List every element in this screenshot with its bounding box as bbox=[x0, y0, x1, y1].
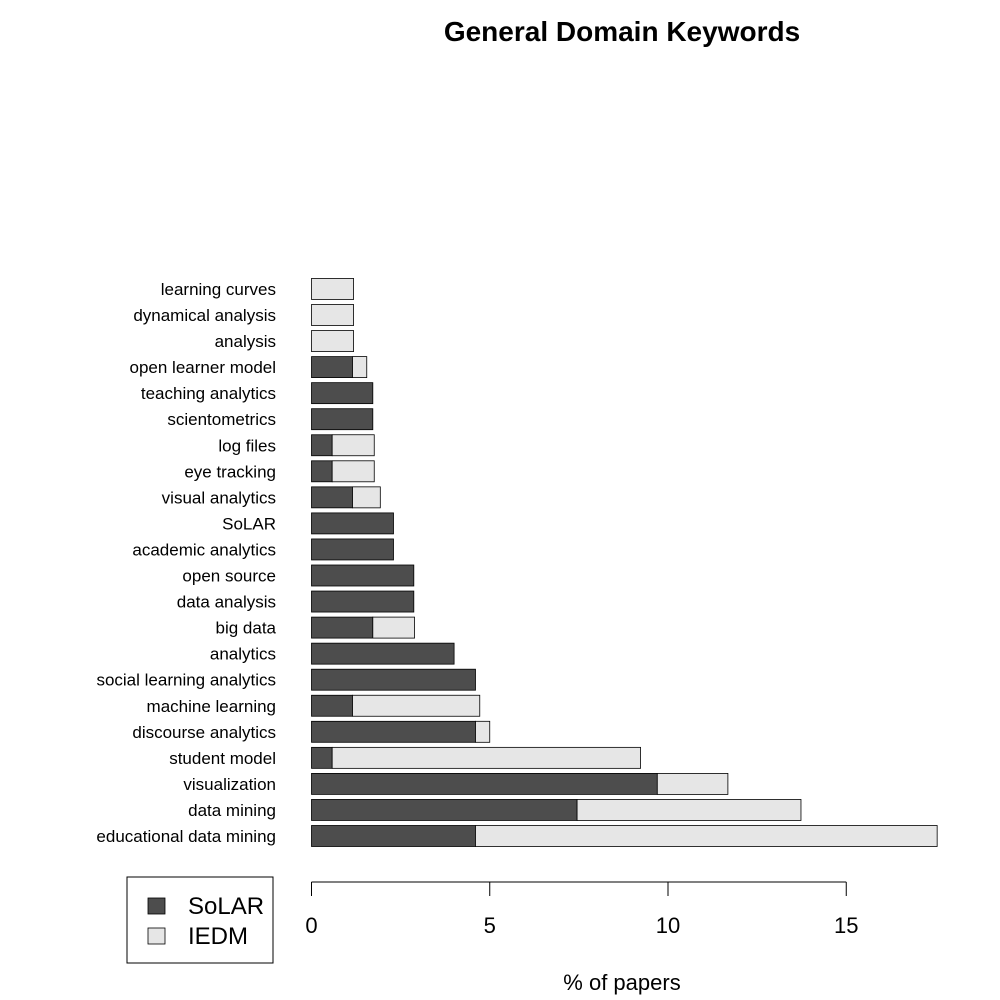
bar-solar-8 bbox=[311, 616, 374, 639]
bar-solar-7 bbox=[311, 642, 455, 665]
bar-solar-3 bbox=[311, 746, 333, 769]
bar-solar-5 bbox=[311, 694, 353, 717]
x-tick-label: 10 bbox=[656, 913, 680, 938]
category-label: educational data mining bbox=[96, 827, 276, 846]
bar-iedm-19 bbox=[311, 330, 354, 352]
bar-iedm-8 bbox=[372, 616, 415, 639]
x-tick-label: 15 bbox=[834, 913, 858, 938]
chart-title: General Domain Keywords bbox=[444, 16, 800, 47]
category-label: open learner model bbox=[130, 358, 276, 377]
x-axis-title: % of papers bbox=[563, 970, 680, 995]
category-label: teaching analytics bbox=[141, 384, 276, 403]
bar-solar-12 bbox=[311, 512, 394, 535]
category-label: big data bbox=[216, 619, 277, 638]
category-label: dynamical analysis bbox=[133, 306, 276, 325]
bar-solar-4 bbox=[311, 720, 476, 743]
bar-iedm-15 bbox=[331, 434, 375, 457]
bar-iedm-0 bbox=[475, 825, 938, 847]
category-label: data analysis bbox=[177, 593, 276, 612]
category-label: student model bbox=[169, 749, 276, 768]
category-label: visual analytics bbox=[162, 488, 276, 507]
bar-iedm-13 bbox=[352, 486, 381, 509]
category-label: analysis bbox=[215, 332, 276, 351]
legend-swatch-iedm bbox=[147, 927, 166, 945]
bar-solar-17 bbox=[311, 382, 374, 405]
legend-label-iedm: IEDM bbox=[188, 923, 248, 950]
bar-solar-10 bbox=[311, 564, 415, 587]
x-axis: 0 5 10 15 bbox=[305, 881, 858, 938]
legend-swatch-solar bbox=[147, 897, 166, 915]
category-label: analytics bbox=[210, 645, 276, 664]
bar-solar-16 bbox=[311, 408, 374, 431]
category-label: SoLAR bbox=[222, 514, 276, 533]
legend: SoLAR IEDM bbox=[126, 876, 274, 964]
bar-iedm-21 bbox=[311, 278, 354, 300]
category-label: visualization bbox=[183, 775, 276, 794]
bar-iedm-18 bbox=[352, 356, 368, 379]
bar-iedm-1 bbox=[576, 799, 802, 821]
bar-iedm-4 bbox=[475, 720, 491, 743]
category-label: machine learning bbox=[147, 697, 276, 716]
bar-solar-13 bbox=[311, 486, 353, 509]
category-label: log files bbox=[218, 436, 276, 455]
bar-iedm-20 bbox=[311, 304, 354, 326]
bar-group bbox=[311, 278, 938, 847]
legend-label-solar: SoLAR bbox=[188, 893, 264, 920]
category-label: academic analytics bbox=[132, 540, 276, 559]
bar-iedm-3 bbox=[331, 746, 641, 769]
bar-solar-6 bbox=[311, 668, 476, 691]
legend-box bbox=[126, 876, 274, 964]
bar-iedm-5 bbox=[352, 694, 481, 717]
category-label: social learning analytics bbox=[96, 671, 276, 690]
category-label: eye tracking bbox=[184, 462, 276, 481]
bar-solar-11 bbox=[311, 538, 394, 561]
category-label: learning curves bbox=[161, 280, 276, 299]
bar-solar-15 bbox=[311, 434, 333, 457]
category-label: discourse analytics bbox=[132, 723, 276, 742]
bar-solar-0 bbox=[311, 825, 476, 847]
bar-solar-14 bbox=[311, 460, 333, 483]
category-labels: educational data mining data mining visual… bbox=[96, 280, 276, 846]
bar-iedm-14 bbox=[331, 460, 375, 483]
bar-solar-18 bbox=[311, 356, 353, 379]
x-tick-label: 5 bbox=[484, 913, 496, 938]
x-tick-label: 0 bbox=[305, 913, 317, 938]
bar-iedm-2 bbox=[656, 773, 729, 795]
category-label: open source bbox=[182, 567, 276, 586]
bar-solar-9 bbox=[311, 590, 415, 613]
category-label: data mining bbox=[188, 801, 276, 820]
category-label: scientometrics bbox=[167, 410, 276, 429]
bar-solar-2 bbox=[311, 773, 658, 795]
bar-solar-1 bbox=[311, 799, 578, 821]
